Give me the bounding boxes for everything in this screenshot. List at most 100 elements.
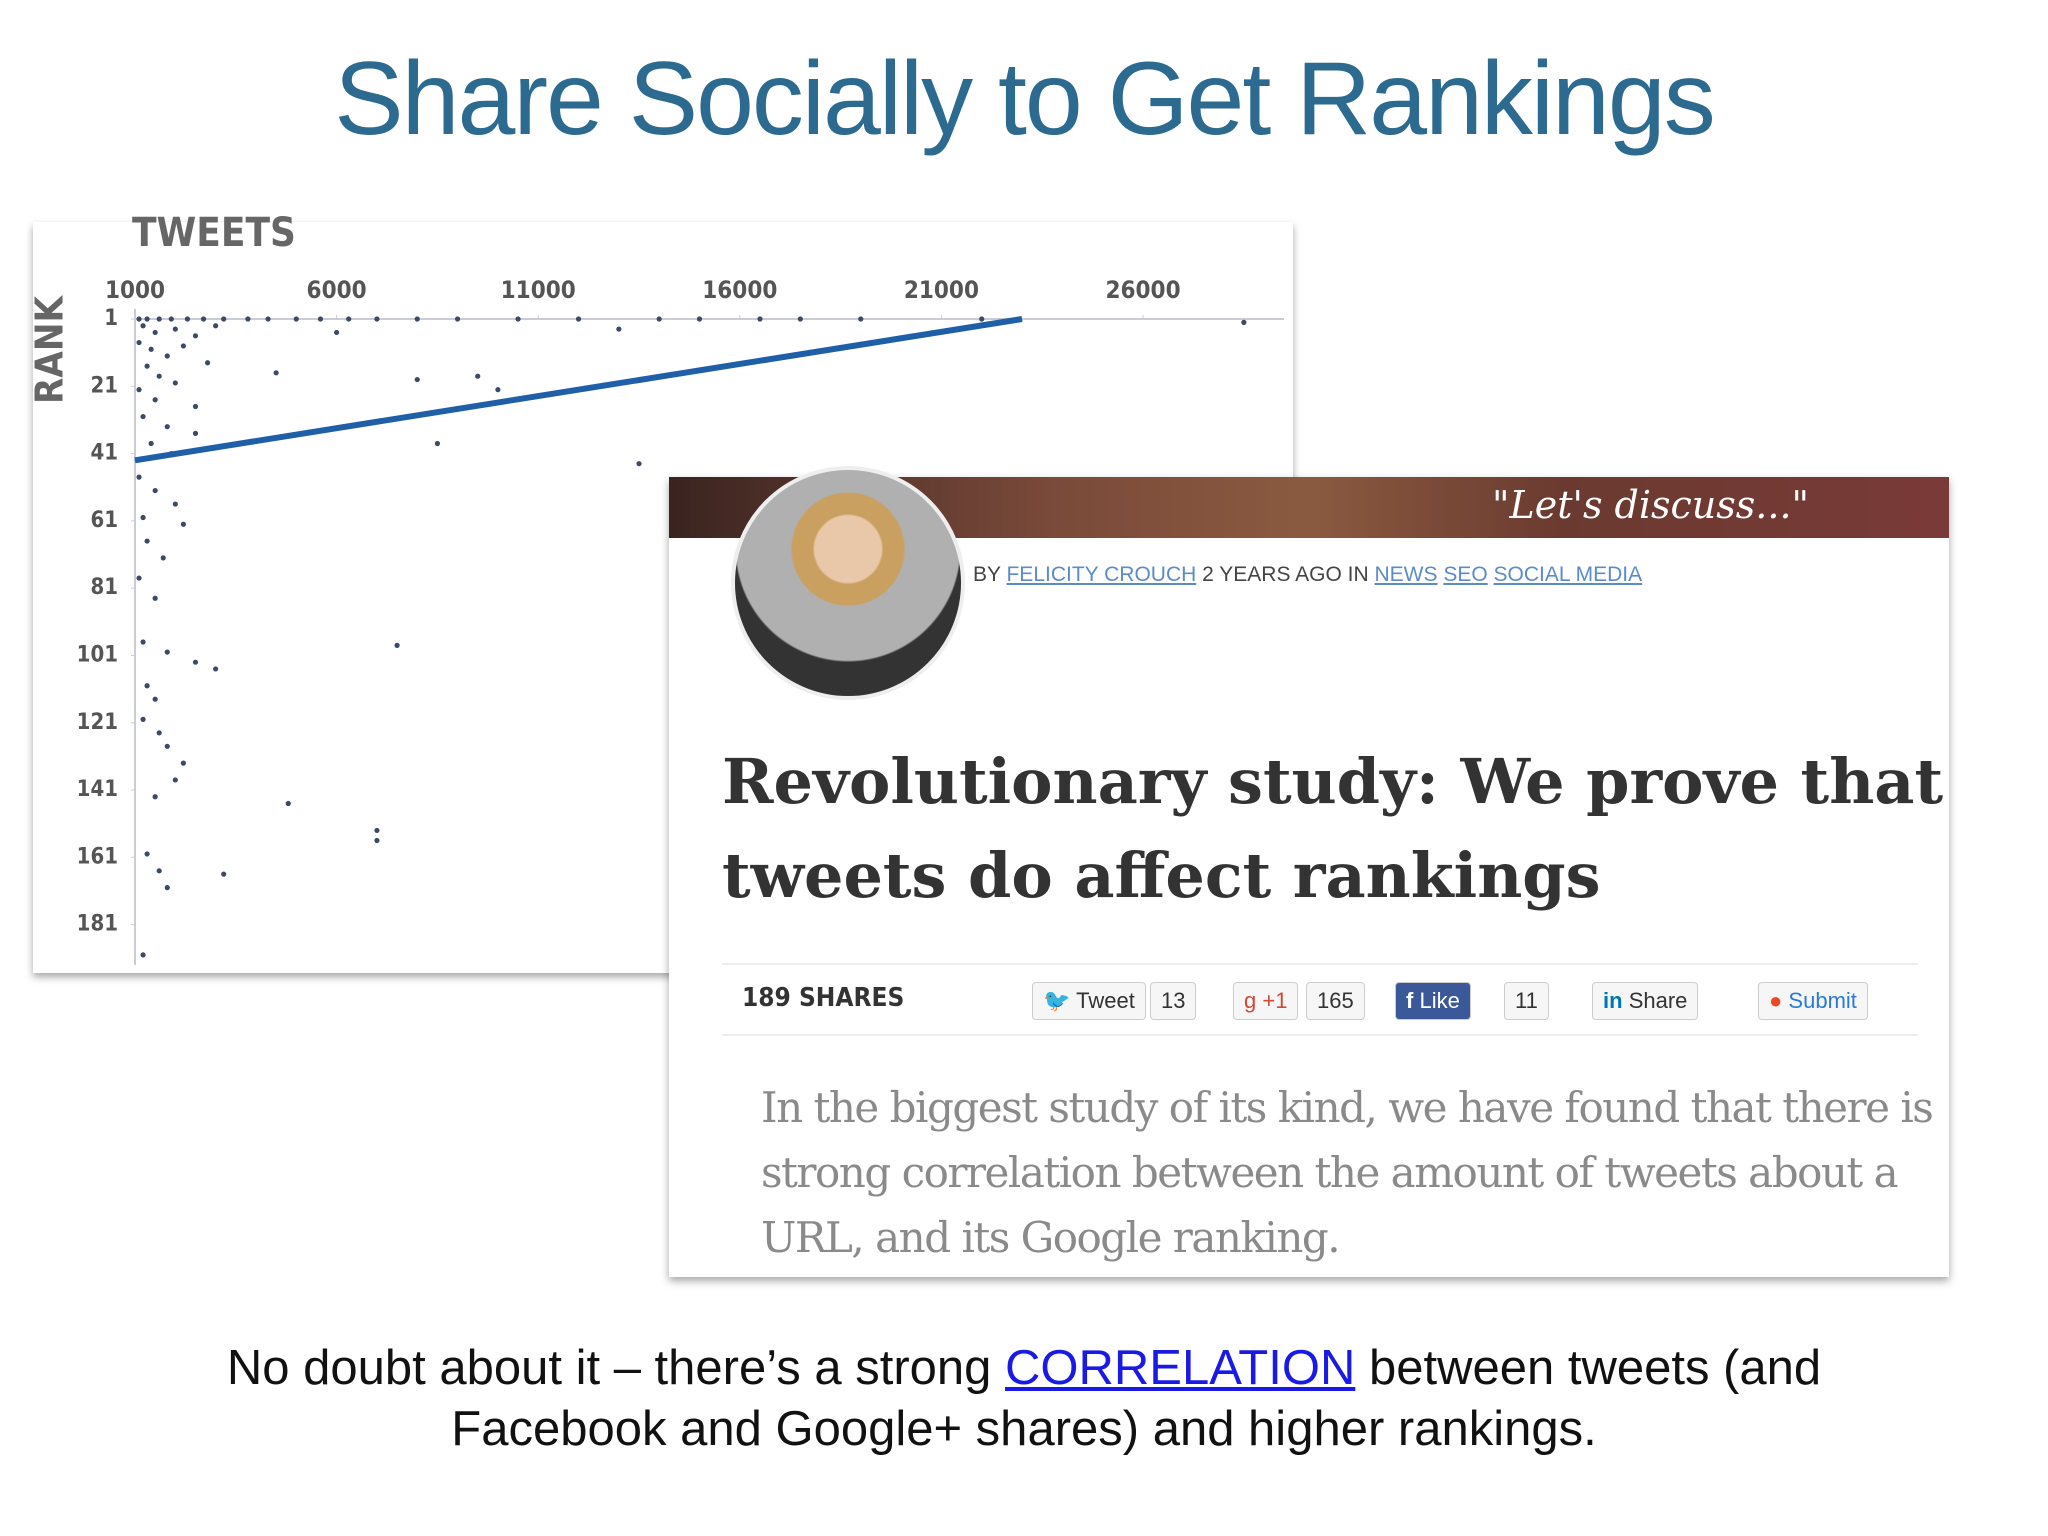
point (204, 360, 211, 366)
y-tick-label: 121 (77, 710, 118, 735)
point (144, 538, 150, 544)
point (200, 316, 207, 322)
point (136, 387, 142, 393)
tag-link[interactable]: SEO (1443, 563, 1488, 586)
point (285, 800, 291, 807)
point (144, 363, 150, 369)
point (168, 316, 174, 322)
share-count: 189 SHARES (742, 983, 905, 1013)
point (140, 413, 146, 420)
y-tick-label: 21 (90, 373, 118, 398)
banner-text: "Let's discuss..." (1492, 483, 1809, 527)
point (696, 316, 703, 322)
point (757, 316, 763, 322)
point (273, 370, 279, 376)
like-count: 11 (1504, 982, 1549, 1020)
point (140, 639, 146, 645)
author-link[interactable]: FELICITY CROUCH (1006, 563, 1197, 586)
share-bar: 189 SHARES 🐦 Tweet 13 g +1 165 f Like 11… (722, 963, 1918, 1036)
tag-link[interactable]: NEWS (1374, 563, 1438, 586)
point (152, 397, 158, 403)
tweet-button[interactable]: 🐦 Tweet (1032, 982, 1146, 1020)
caption: No doubt about it – there’s a strong COR… (0, 1340, 2048, 1396)
linkedin-button[interactable]: in Share (1592, 982, 1699, 1020)
x-tick-label: 1000 (105, 276, 165, 304)
point (245, 316, 251, 322)
caption-text: between tweets (and (1355, 1341, 1822, 1395)
y-tick-label: 141 (77, 777, 118, 802)
x-tick-label: 11000 (501, 276, 576, 304)
caption: Facebook and Google+ shares) and higher … (451, 1402, 1597, 1456)
trend-line (134, 316, 1023, 464)
point (144, 851, 150, 857)
point (265, 316, 271, 322)
point (515, 316, 521, 322)
point (136, 575, 142, 581)
point (858, 316, 864, 322)
point (156, 373, 162, 379)
point (656, 316, 662, 322)
y-tick-label: 1 (104, 306, 118, 331)
byline-when: 2 YEARS AGO IN (1202, 563, 1369, 586)
point (374, 837, 380, 844)
point (152, 794, 158, 800)
point (156, 868, 162, 874)
y-tick-label: 61 (90, 508, 118, 533)
point (136, 316, 142, 322)
point (414, 316, 420, 322)
point (152, 595, 158, 601)
point (979, 316, 985, 322)
tweet-count: 13 (1150, 982, 1197, 1020)
point (148, 440, 154, 447)
caption-text: No doubt about it – there’s a strong (226, 1341, 1006, 1395)
point (140, 952, 146, 958)
point (334, 329, 340, 336)
point (414, 376, 420, 383)
stumble-button[interactable]: ● Submit (1758, 982, 1868, 1020)
point (636, 461, 642, 467)
point (164, 649, 170, 655)
point (495, 387, 501, 393)
button-label: Share (1628, 988, 1688, 1013)
point (346, 316, 352, 322)
x-tick-label: 26000 (1105, 276, 1180, 304)
point (192, 659, 199, 665)
byline-by: BY (973, 563, 1001, 586)
point (160, 555, 166, 561)
point (221, 871, 227, 877)
plusone-button[interactable]: g +1 (1233, 982, 1299, 1020)
point (192, 430, 199, 436)
x-tick-label: 6000 (307, 276, 367, 304)
point (1241, 319, 1247, 325)
tag-link[interactable]: SOCIAL MEDIA (1493, 563, 1643, 586)
point (221, 316, 227, 322)
point (136, 474, 142, 480)
point (616, 326, 622, 332)
point (797, 316, 803, 322)
point (140, 514, 146, 521)
point (144, 316, 150, 322)
caption-link[interactable]: CORRELATION (1005, 1341, 1356, 1395)
point (213, 666, 219, 672)
x-tick-label: 16000 (702, 276, 777, 304)
body-text: URL, and its Google ranking. (761, 1213, 1341, 1262)
point (164, 353, 170, 359)
point (184, 316, 191, 322)
point (293, 316, 299, 322)
point (136, 339, 142, 346)
y-tick-label: 161 (77, 844, 118, 869)
point (317, 316, 324, 322)
point (164, 885, 170, 891)
body-text: In the biggest study of its kind, we hav… (761, 1083, 1934, 1132)
point (454, 316, 461, 322)
body-text: strong correlation between the amount of… (761, 1148, 1899, 1197)
point (172, 326, 178, 332)
button-label: Tweet (1076, 988, 1135, 1013)
like-button[interactable]: f Like (1395, 982, 1471, 1020)
headline: Revolutionary study: We prove that (722, 745, 1944, 818)
point (172, 380, 178, 386)
point (180, 343, 186, 349)
byline: BY FELICITY CROUCH 2 YEARS AGO IN NEWS S… (973, 563, 1642, 587)
button-label: Like (1419, 988, 1460, 1013)
